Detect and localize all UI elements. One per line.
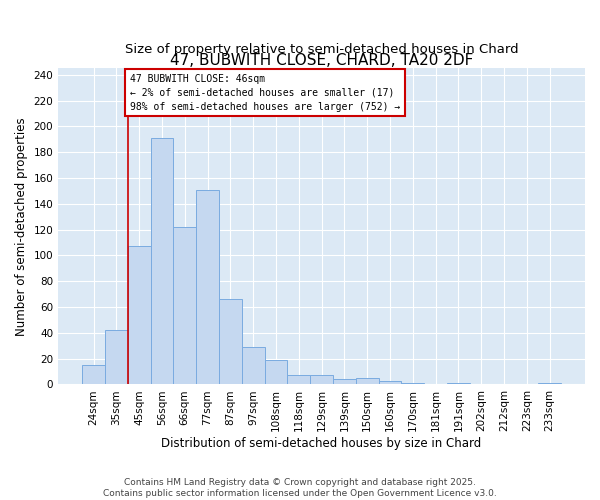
Bar [151,138,173,384]
Bar [219,300,242,384]
Bar [447,383,470,384]
Bar [310,376,333,384]
Bar [105,330,128,384]
Text: 47 BUBWITH CLOSE: 46sqm
← 2% of semi-detached houses are smaller (17)
98% of sem: 47 BUBWITH CLOSE: 46sqm ← 2% of semi-det… [130,74,400,112]
Bar [128,246,151,384]
Bar [287,376,310,384]
Bar [401,383,424,384]
Bar [356,378,379,384]
Bar [196,190,219,384]
Bar [242,347,265,385]
Y-axis label: Number of semi-detached properties: Number of semi-detached properties [15,117,28,336]
Bar [82,365,105,384]
Bar [173,227,196,384]
X-axis label: Distribution of semi-detached houses by size in Chard: Distribution of semi-detached houses by … [161,437,482,450]
Bar [265,360,287,384]
Title: 47, BUBWITH CLOSE, CHARD, TA20 2DF: 47, BUBWITH CLOSE, CHARD, TA20 2DF [170,54,473,68]
Bar [379,380,401,384]
Text: Contains HM Land Registry data © Crown copyright and database right 2025.
Contai: Contains HM Land Registry data © Crown c… [103,478,497,498]
Text: Size of property relative to semi-detached houses in Chard: Size of property relative to semi-detach… [125,43,518,56]
Bar [333,380,356,384]
Bar [538,383,561,384]
